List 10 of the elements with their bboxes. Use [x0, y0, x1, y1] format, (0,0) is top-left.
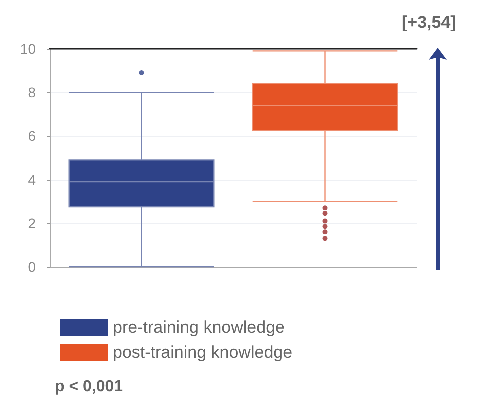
y-tick-label: 0: [28, 259, 36, 275]
legend-label: pre-training knowledge: [113, 318, 285, 337]
y-tick-label: 2: [28, 215, 36, 232]
y-tick-label: 6: [28, 128, 36, 144]
text: [+3,54]: [402, 13, 456, 32]
text: p < 0,001: [55, 378, 124, 396]
y-tick-label: 8: [28, 84, 36, 101]
legend-label: post-training knowledge: [113, 343, 293, 362]
y-tick-label: 10: [20, 41, 36, 57]
y-tick-label: 4: [28, 172, 36, 188]
